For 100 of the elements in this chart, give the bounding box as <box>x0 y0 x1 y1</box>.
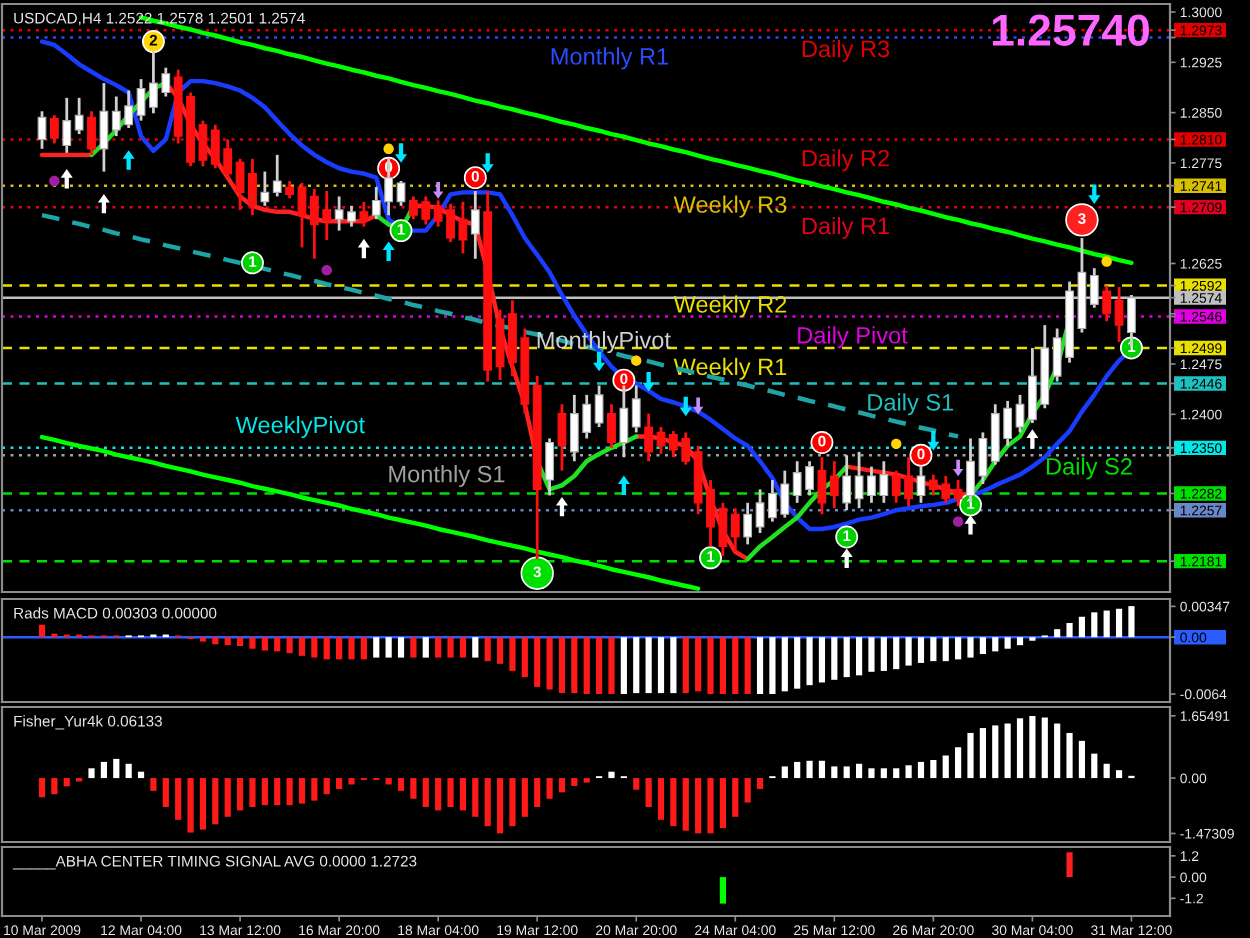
ref-line-label: Daily Pivot <box>798 326 908 349</box>
bar <box>1128 606 1135 638</box>
candlestick <box>829 459 839 510</box>
bar <box>249 637 256 649</box>
bar <box>311 637 318 658</box>
bar <box>893 637 900 670</box>
bar <box>707 778 714 834</box>
candlestick <box>607 402 616 450</box>
bar <box>1004 723 1011 779</box>
bar <box>1054 629 1061 638</box>
bar <box>955 637 962 660</box>
ref-line-label: Monthly R1 <box>551 47 669 70</box>
bar <box>657 637 665 694</box>
bar <box>695 637 702 692</box>
bar <box>781 637 788 692</box>
bar <box>942 755 949 779</box>
bar <box>571 637 578 694</box>
bar <box>670 637 677 694</box>
ref-line-label: Weekly R2 <box>673 295 787 318</box>
bar <box>905 637 912 666</box>
point <box>631 355 642 366</box>
bar <box>1078 740 1086 779</box>
bar <box>682 778 689 831</box>
bar <box>558 778 566 793</box>
bar <box>880 637 887 671</box>
bar <box>410 637 417 658</box>
bar <box>917 761 925 779</box>
bar <box>459 778 467 811</box>
bar <box>843 766 850 779</box>
candlestick <box>1089 266 1099 310</box>
bar <box>496 778 504 834</box>
bar <box>608 637 615 695</box>
candlestick <box>743 501 753 546</box>
bar <box>831 766 838 779</box>
bar <box>360 637 367 660</box>
bar <box>818 760 826 779</box>
bar <box>496 637 504 664</box>
bar <box>558 637 566 694</box>
bar <box>1016 718 1024 779</box>
bar <box>137 771 145 779</box>
bar <box>1029 716 1036 779</box>
candlestick <box>557 402 567 473</box>
bar <box>992 637 999 652</box>
bar <box>212 778 219 825</box>
bar <box>794 637 801 689</box>
bar <box>719 637 726 695</box>
bar <box>645 778 652 808</box>
bar <box>1103 610 1110 638</box>
bar <box>435 637 442 658</box>
ref-line-label: WeeklyPivot <box>235 416 365 439</box>
bar <box>571 778 578 786</box>
bar <box>992 725 999 779</box>
bar <box>744 778 751 803</box>
point <box>321 264 332 276</box>
candlestick <box>74 96 84 136</box>
bar <box>905 765 912 779</box>
bar <box>336 778 343 789</box>
point <box>952 516 964 527</box>
annotation: 1.25740 <box>992 14 1149 46</box>
bar <box>422 637 429 658</box>
candlestick <box>37 109 47 151</box>
bar <box>546 778 553 799</box>
bar <box>1004 637 1011 649</box>
bar <box>806 637 813 686</box>
bar <box>509 778 516 827</box>
candlestick <box>644 412 654 463</box>
candlestick <box>396 179 406 208</box>
bar <box>125 763 132 779</box>
bar <box>1115 608 1123 638</box>
point <box>891 438 902 450</box>
bar <box>756 778 764 789</box>
bar <box>620 637 627 695</box>
bar <box>769 637 776 695</box>
bar <box>967 732 974 779</box>
bar <box>979 728 986 779</box>
bar <box>534 637 541 687</box>
bar <box>880 768 887 779</box>
bar <box>855 763 863 779</box>
bar <box>732 637 739 695</box>
bar <box>967 637 974 658</box>
bar <box>410 778 417 799</box>
bar <box>422 778 429 808</box>
bar <box>1016 637 1024 646</box>
bar <box>596 637 603 695</box>
bar <box>38 624 46 638</box>
candlestick <box>99 81 109 174</box>
bar <box>794 761 801 779</box>
ref-line-label: Daily R3 <box>802 39 890 62</box>
bar <box>447 637 454 658</box>
ref-line-label: Daily S2 <box>1046 457 1132 480</box>
bar <box>261 637 268 651</box>
bar <box>893 768 900 779</box>
candlestick <box>817 455 827 516</box>
bar <box>162 778 169 808</box>
bar <box>472 778 479 817</box>
bar <box>917 637 925 663</box>
bar <box>657 778 665 820</box>
bar <box>1091 753 1098 779</box>
bar <box>100 761 107 779</box>
bar <box>756 637 764 695</box>
